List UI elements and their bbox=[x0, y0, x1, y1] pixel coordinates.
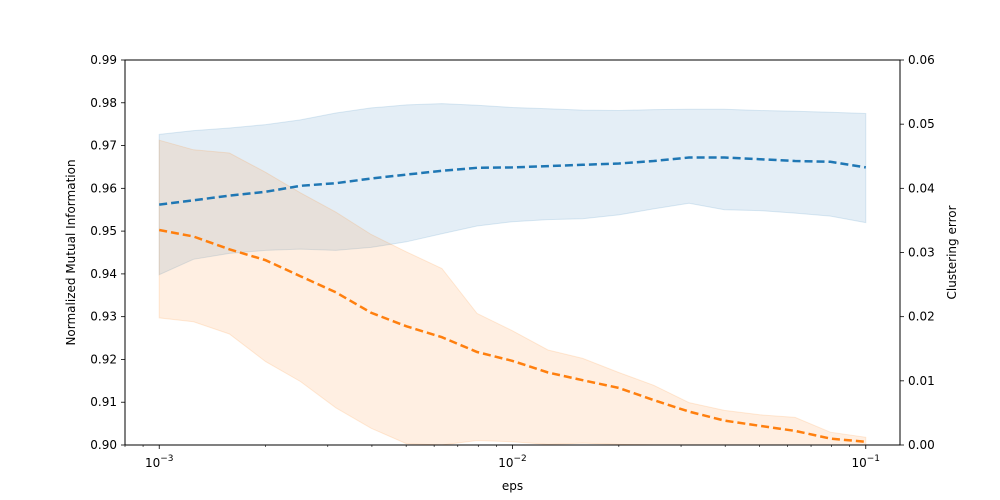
y-axis-right: 0.00 0.01 0.02 0.03 0.04 0.05 0.06 bbox=[900, 53, 935, 452]
x-axis-label: eps bbox=[502, 479, 523, 493]
y-right-tick-label: 0.00 bbox=[908, 438, 935, 452]
y-right-tick-label: 0.06 bbox=[908, 53, 935, 67]
y-left-tick-label: 0.94 bbox=[90, 267, 117, 281]
y-left-tick-label: 0.92 bbox=[90, 352, 117, 366]
x-tick-label: 10−1 bbox=[851, 454, 880, 470]
x-axis: 10−3 10−2 10−1 bbox=[124, 445, 880, 470]
series-lines bbox=[158, 156, 866, 444]
y-left-tick-label: 0.97 bbox=[90, 139, 117, 153]
y-axis-left-label: Normalized Mutual Information bbox=[64, 159, 78, 345]
y-axis-left: 0.90 0.91 0.92 0.93 0.94 0.95 0.96 0.97 0.98 0.99 bbox=[90, 53, 125, 452]
y-right-tick-label: 0.01 bbox=[908, 374, 935, 388]
y-left-tick-label: 0.99 bbox=[90, 53, 117, 67]
y-right-tick-label: 0.04 bbox=[908, 181, 935, 195]
confidence-bands bbox=[158, 103, 867, 446]
y-left-tick-label: 0.95 bbox=[90, 224, 117, 238]
y-left-tick-label: 0.90 bbox=[90, 438, 117, 452]
y-left-tick-label: 0.98 bbox=[90, 96, 117, 110]
y-right-tick-label: 0.05 bbox=[908, 117, 935, 131]
confidence-band-1 bbox=[158, 103, 867, 276]
y-right-tick-label: 0.02 bbox=[908, 310, 935, 324]
y-right-tick-label: 0.03 bbox=[908, 246, 935, 260]
x-tick-label: 10−3 bbox=[145, 454, 174, 470]
series-line-2 bbox=[158, 228, 866, 444]
y-left-tick-label: 0.91 bbox=[90, 395, 117, 409]
y-left-tick-label: 0.96 bbox=[90, 181, 117, 195]
x-tick-label: 10−2 bbox=[498, 454, 527, 470]
y-axis-right-label: Clustering error bbox=[945, 205, 959, 299]
y-left-tick-label: 0.93 bbox=[90, 310, 117, 324]
series-line-1 bbox=[159, 156, 866, 206]
